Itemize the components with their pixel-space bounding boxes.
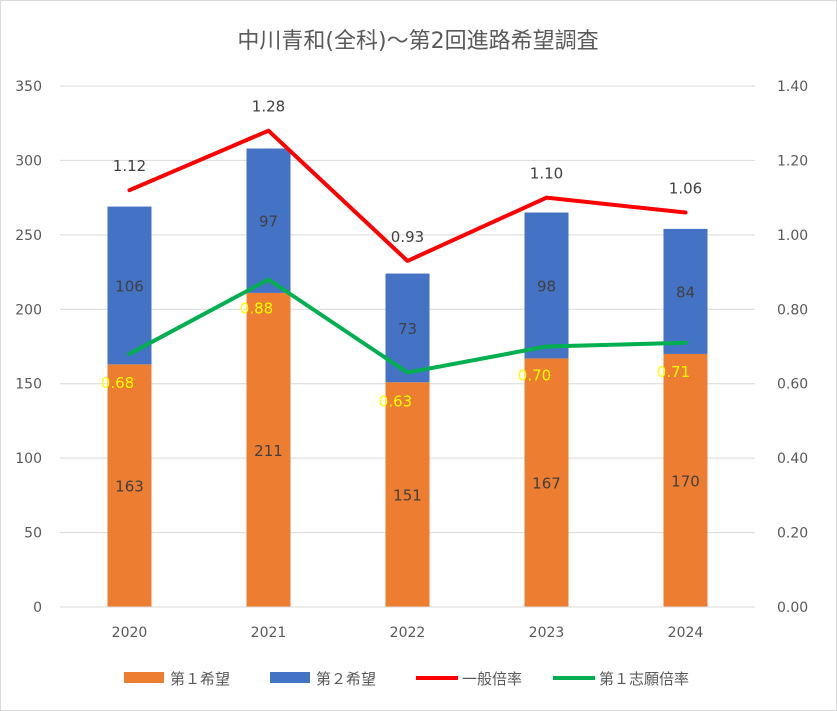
legend-swatch [124,672,164,683]
bar [246,292,291,607]
chart-title: 中川青和(全科)～第2回進路希望調査 [237,29,598,54]
bar-value-label: 151 [393,487,422,505]
legend-label: 第２希望 [316,670,376,688]
y2-tick-label: 0.00 [777,600,808,616]
line-value-label: 0.88 [240,300,273,318]
bar-value-label: 106 [115,277,144,295]
y-tick-label: 250 [15,228,42,244]
line-value-label: 1.28 [252,98,285,116]
bar [663,353,708,607]
bar [663,228,708,354]
bar-value-label: 170 [671,472,700,490]
x-tick-label: 2024 [668,625,704,641]
x-axis: 2020 2021 2022 2023 2024 [112,625,704,641]
y2-tick-label: 0.20 [777,526,808,542]
lines [127,128,688,375]
legend-label: 一般倍率 [462,670,522,688]
y2-tick-label: 0.60 [777,377,808,393]
line-value-label: 0.70 [518,367,551,385]
line-value-label: 0.71 [657,363,690,381]
y-tick-label: 100 [15,451,42,467]
y-tick-label: 300 [15,153,42,169]
line-value-label: 0.63 [379,393,412,411]
y2-tick-label: 0.80 [777,302,808,318]
y-tick-label: 200 [15,302,42,318]
y-tick-label: 0 [33,600,42,616]
bar-value-label: 73 [398,320,417,338]
bar-value-label: 163 [115,478,144,496]
legend-label: 第１志願倍率 [599,670,689,688]
x-tick-label: 2022 [390,625,426,641]
y-axis-right: 0.00 0.20 0.40 0.60 0.80 1.00 1.20 1.40 [777,79,808,616]
bar [524,358,569,607]
y2-tick-label: 1.40 [777,79,808,95]
y-axis-left: 0 50 100 150 200 250 300 350 [15,79,42,616]
series-line [127,277,688,375]
bar-value-label: 84 [676,283,695,301]
bar [107,206,152,365]
bar [107,364,152,607]
bars [107,148,708,607]
line-value-label: 0.68 [101,374,134,392]
bar [385,382,430,607]
bar [524,212,569,359]
y2-tick-label: 0.40 [777,451,808,467]
x-tick-label: 2021 [251,625,287,641]
y2-tick-label: 1.00 [777,228,808,244]
legend-swatch [270,672,310,683]
series-line [127,128,688,263]
line-value-label: 1.10 [530,165,563,183]
x-tick-label: 2020 [112,625,148,641]
legend-label: 第１希望 [170,670,230,688]
y-tick-label: 350 [15,79,42,95]
bar-value-label: 97 [259,213,278,231]
line-value-label: 1.12 [113,157,146,175]
data-labels: 163 106 211 97 151 73 167 98 170 84 1.12 1.28 0.93 1.… [101,98,702,505]
bar-value-label: 211 [254,442,283,460]
bar-value-label: 167 [532,475,561,493]
gridlines [60,85,755,534]
bar-value-label: 98 [537,277,556,295]
line-value-label: 1.06 [669,180,702,198]
line-value-label: 0.93 [391,228,424,246]
y-tick-label: 150 [15,377,42,393]
bar [246,148,291,293]
y-tick-label: 50 [24,526,42,542]
legend: 第１希望 第２希望 一般倍率 第１志願倍率 [124,670,689,688]
x-tick-label: 2023 [529,625,565,641]
y2-tick-label: 1.20 [777,153,808,169]
